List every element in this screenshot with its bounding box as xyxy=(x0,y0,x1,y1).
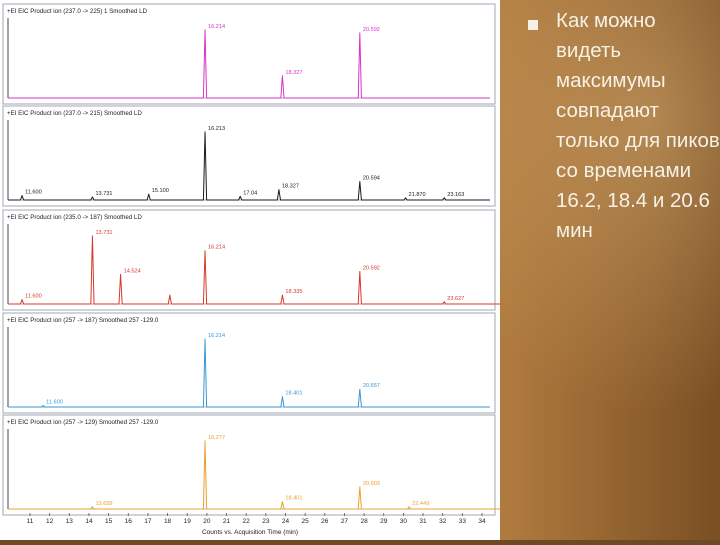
x-tick-label: 11 xyxy=(27,518,34,525)
x-tick-label: 27 xyxy=(341,518,349,525)
peak-label: 16.214 xyxy=(208,245,225,251)
peak-label: 20.594 xyxy=(363,176,380,182)
peak-label: 23.163 xyxy=(447,192,464,198)
panel-frame xyxy=(2,105,496,207)
x-tick-label: 34 xyxy=(478,518,486,525)
peak-label: 16.213 xyxy=(208,126,225,132)
x-tick-label: 25 xyxy=(302,518,310,525)
x-tick-label: 31 xyxy=(419,518,427,525)
x-tick-label: 22 xyxy=(243,518,251,525)
peak-label: 14.524 xyxy=(124,268,141,274)
peak-label: 16.277 xyxy=(208,435,225,441)
peak-label: 13.659 xyxy=(95,501,112,507)
x-tick-label: 30 xyxy=(400,518,408,525)
peak-label: 18.327 xyxy=(285,70,302,76)
chromatogram-panel-5: +EI EIC Product ion (257 -> 129) Smoothe… xyxy=(2,414,602,516)
trace-line xyxy=(8,131,490,201)
peak-label: 18.401 xyxy=(285,496,302,502)
panel-frame xyxy=(2,312,496,414)
x-tick-label: 16 xyxy=(125,518,133,525)
peak-label: 18.335 xyxy=(285,289,302,295)
x-tick-label: 32 xyxy=(439,518,447,525)
panel-header: +EI EIC Product ion (237.0 -> 215) Smoot… xyxy=(7,110,142,117)
square-bullet-icon xyxy=(528,20,538,30)
chromatogram-panel-1: +EI EIC Product ion (237.0 -> 225) 1 Smo… xyxy=(2,3,496,105)
chromatogram-panel-2: +EI EIC Product ion (237.0 -> 215) Smoot… xyxy=(2,105,496,207)
peak-label: 11.600 xyxy=(46,400,63,406)
x-tick-label: 33 xyxy=(459,518,467,525)
x-tick-label: 20 xyxy=(203,518,211,525)
peak-label: 15.100 xyxy=(152,188,169,194)
bullet-text: Как можно видеть максимумы совпадают тол… xyxy=(556,9,720,242)
peak-label: 17.04 xyxy=(243,190,257,196)
peak-label: 16.214 xyxy=(208,333,225,339)
x-tick-label: 15 xyxy=(105,518,113,525)
peak-label: 18.401 xyxy=(285,391,302,397)
x-tick-label: 19 xyxy=(184,518,192,525)
peak-label: 18.327 xyxy=(282,184,299,190)
x-tick-label: 14 xyxy=(85,518,93,525)
chromatogram-panel-3: +EI EIC Product ion (235.0 -> 187) Smoot… xyxy=(2,209,640,311)
x-tick-label: 18 xyxy=(164,518,172,525)
peak-label: 22.449 xyxy=(412,501,429,507)
peak-label: 11.600 xyxy=(25,294,42,300)
x-tick-label: 28 xyxy=(360,518,368,525)
peak-label: 20.592 xyxy=(363,27,380,33)
trace-line xyxy=(8,29,490,99)
peak-label: 20.592 xyxy=(363,265,380,271)
trace-line xyxy=(8,338,490,408)
x-tick-label: 17 xyxy=(144,518,152,525)
panel-header: +EI EIC Product ion (237.0 -> 225) 1 Smo… xyxy=(7,8,148,15)
peak-label: 20.657 xyxy=(363,383,380,389)
x-tick-label: 23 xyxy=(262,518,270,525)
panel-frame xyxy=(2,414,496,516)
peak-label: 21.870 xyxy=(409,192,426,198)
panel-header: +EI EIC Product ion (257 -> 129) Smoothe… xyxy=(7,419,159,426)
x-axis-label: Counts vs. Acquisition Time (min) xyxy=(202,529,298,536)
panel-header: +EI EIC Product ion (235.0 -> 187) Smoot… xyxy=(7,214,142,221)
peak-label: 11.600 xyxy=(25,190,42,196)
x-tick-label: 13 xyxy=(66,518,74,525)
x-tick-label: 26 xyxy=(321,518,329,525)
panel-header: +EI EIC Product ion (257 -> 187) Smoothe… xyxy=(7,317,159,324)
x-tick-label: 21 xyxy=(223,518,231,525)
chromatogram-panel-4: +EI EIC Product ion (257 -> 187) Smoothe… xyxy=(2,312,496,414)
peak-label: 20.603 xyxy=(363,481,380,487)
panel-frame xyxy=(2,3,496,105)
peak-label: 23.627 xyxy=(447,296,464,302)
x-tick-label: 29 xyxy=(380,518,388,525)
x-tick-label: 12 xyxy=(46,518,54,525)
peak-label: 13.731 xyxy=(95,191,112,197)
x-tick-label: 24 xyxy=(282,518,290,525)
chromatogram-chart: +EI EIC Product ion (237.0 -> 225) 1 Smo… xyxy=(2,3,640,536)
peak-label: 16.214 xyxy=(208,24,225,30)
panel-frame xyxy=(2,209,496,311)
chromatogram-panel: +EI EIC Product ion (237.0 -> 225) 1 Smo… xyxy=(0,0,640,540)
peak-label: 13.731 xyxy=(95,230,112,236)
